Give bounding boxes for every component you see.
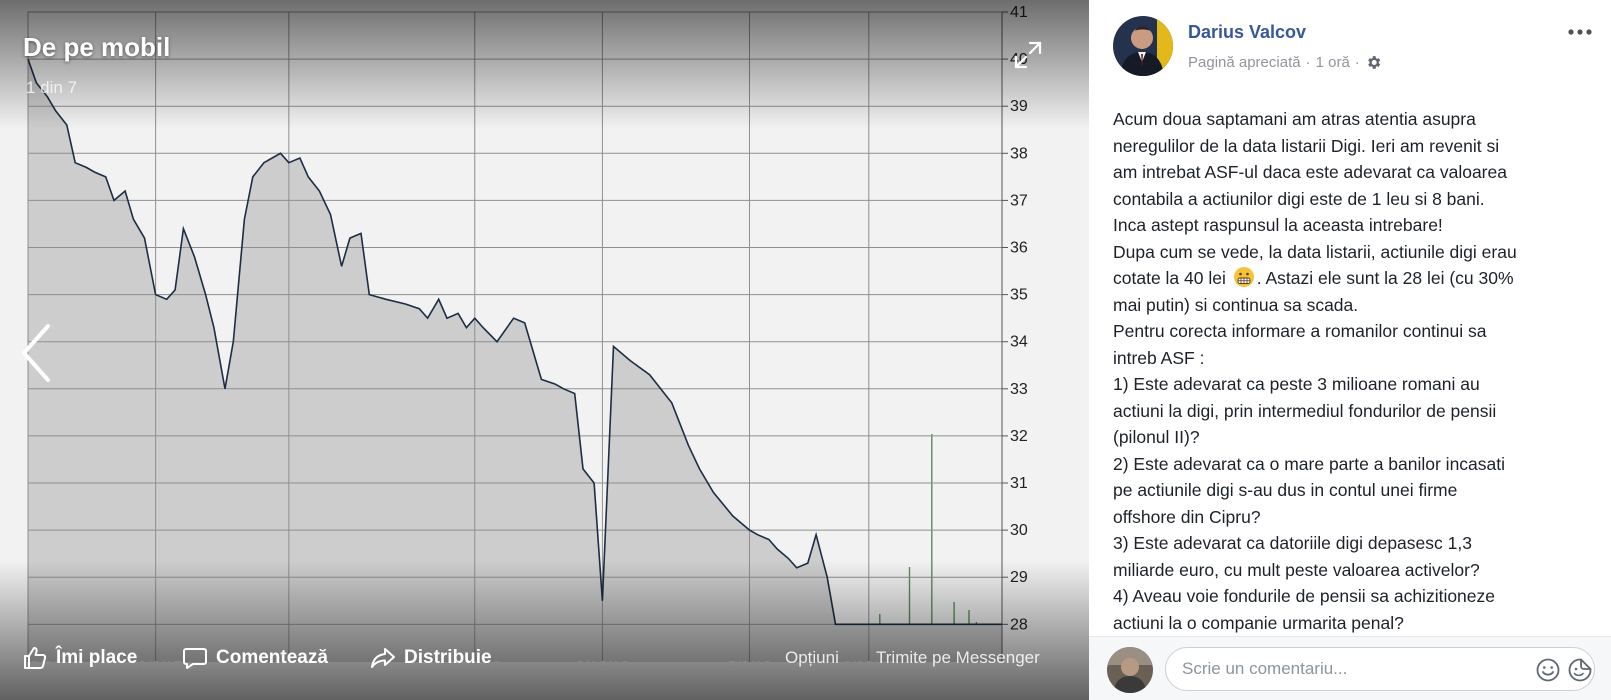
more-dots-icon[interactable]	[1567, 24, 1593, 40]
speech-bubble-icon	[183, 648, 207, 669]
post-line: Inca astept raspunsul la aceasta intreba…	[1113, 215, 1443, 235]
photo-index: 1 din 7	[26, 78, 78, 97]
share-button[interactable]: Distribuie	[370, 643, 492, 673]
y-tick-label: 33	[1010, 381, 1028, 398]
y-tick-label: 35	[1010, 287, 1028, 304]
expand-icon[interactable]	[1013, 40, 1043, 70]
thumbs-up-icon	[24, 647, 47, 669]
post-text: Acum doua saptamani am atras atentia asu…	[1113, 106, 1593, 636]
post-line: Acum doua saptamani am atras atentia asu…	[1113, 109, 1476, 129]
like-button[interactable]: Îmi place	[22, 643, 137, 673]
y-tick-label: 38	[1010, 145, 1028, 162]
author-avatar[interactable]	[1113, 16, 1173, 76]
comment-button[interactable]: Comentează	[182, 643, 328, 673]
gear-icon[interactable]	[1365, 54, 1382, 71]
y-tick-label: 41	[1010, 4, 1028, 21]
post-line: Pentru corecta informare a romanilor con…	[1113, 321, 1487, 341]
y-tick-label: 32	[1010, 428, 1028, 445]
post-line: miliarde euro, cu mult peste valoarea ac…	[1113, 559, 1480, 580]
post-line: 4) Aveau voie fondurile de pensii sa ach…	[1113, 586, 1496, 606]
smiley-icon[interactable]	[1535, 657, 1561, 683]
meta-separator: ·	[1354, 54, 1360, 71]
comment-bar	[1089, 636, 1611, 700]
y-tick-label: 37	[1010, 192, 1028, 209]
commenter-avatar[interactable]	[1107, 647, 1153, 693]
send-messenger-button[interactable]: Trimite pe Messenger	[876, 648, 1040, 667]
post-time[interactable]: 1 oră	[1315, 54, 1350, 71]
post-line: 1) Este adevarat ca peste 3 milioane rom…	[1113, 374, 1480, 394]
post-line-part: . Astazi ele sunt la 28 lei (cu 30%	[1256, 268, 1514, 288]
post-line: actiuni la digi, prin intermediul fondur…	[1113, 400, 1497, 421]
page-liked-label: Pagină apreciată	[1188, 54, 1301, 71]
post-line: actiuni la o companie urmarita penal?	[1113, 612, 1404, 633]
post-sidebar: Darius Valcov Pagină apreciată · 1 oră ·…	[1089, 0, 1611, 700]
comment-input[interactable]	[1165, 647, 1595, 691]
post-line: 2) Este adevarat ca o mare parte a banil…	[1113, 453, 1506, 474]
y-tick-label: 29	[1010, 569, 1028, 586]
album-title[interactable]: De pe mobil	[23, 32, 171, 62]
post-meta: Pagină apreciată · 1 oră ·	[1188, 54, 1382, 71]
post-line: pe actiunile digi s-au dus in contul une…	[1113, 480, 1458, 500]
post-line: am intrebat ASF-ul daca este adevarat ca…	[1113, 162, 1507, 182]
viewer-action-bar: Îmi place Comentează Distribuie Opțiuni …	[0, 643, 1089, 673]
post-line: Dupa cum se vede, la data listarii, acti…	[1113, 241, 1517, 262]
post-header: Darius Valcov Pagină apreciată · 1 oră ·	[1113, 16, 1593, 80]
y-tick-label: 31	[1010, 475, 1028, 492]
author-name[interactable]: Darius Valcov	[1188, 22, 1307, 42]
post-line-part: cotate la 40 lei	[1113, 268, 1226, 288]
price-area-fill	[28, 59, 1002, 663]
like-label: Îmi place	[56, 647, 138, 668]
options-button[interactable]: Opțiuni	[785, 648, 839, 667]
volume-bar	[931, 434, 933, 662]
comment-label: Comentează	[216, 647, 328, 668]
post-line: 3) Este adevarat ca datoriile digi depas…	[1113, 533, 1472, 553]
y-tick-label: 28	[1010, 616, 1028, 633]
y-tick-label: 30	[1010, 522, 1028, 539]
meta-separator: ·	[1305, 54, 1311, 71]
share-label: Distribuie	[404, 647, 492, 668]
chevron-left-icon[interactable]	[18, 322, 54, 384]
y-tick-label: 36	[1010, 240, 1028, 257]
grimacing-face-icon	[1233, 266, 1255, 288]
y-tick-label: 34	[1010, 334, 1028, 351]
post-line: mai putin) si continua sa scada.	[1113, 294, 1359, 315]
post-line: neregulilor de la data listarii Digi. Ie…	[1113, 135, 1500, 156]
photo-viewer: 28 29 30 31 32 33 34 35 36 37 38 39 40 41 8/21/17 10/6…	[0, 0, 1089, 700]
post-line: (pilonul II)?	[1113, 427, 1200, 447]
post-line: cotate la 40 lei . Astazi ele sunt la 28…	[1113, 265, 1593, 292]
post-line: contabila a actiunilor digi este de 1 le…	[1113, 188, 1485, 209]
sticker-icon[interactable]	[1567, 657, 1593, 683]
post-line: offshore din Cipru?	[1113, 506, 1261, 527]
y-tick-label: 39	[1010, 98, 1028, 115]
post-line: intreb ASF :	[1113, 347, 1205, 368]
share-arrow-icon	[371, 648, 395, 668]
